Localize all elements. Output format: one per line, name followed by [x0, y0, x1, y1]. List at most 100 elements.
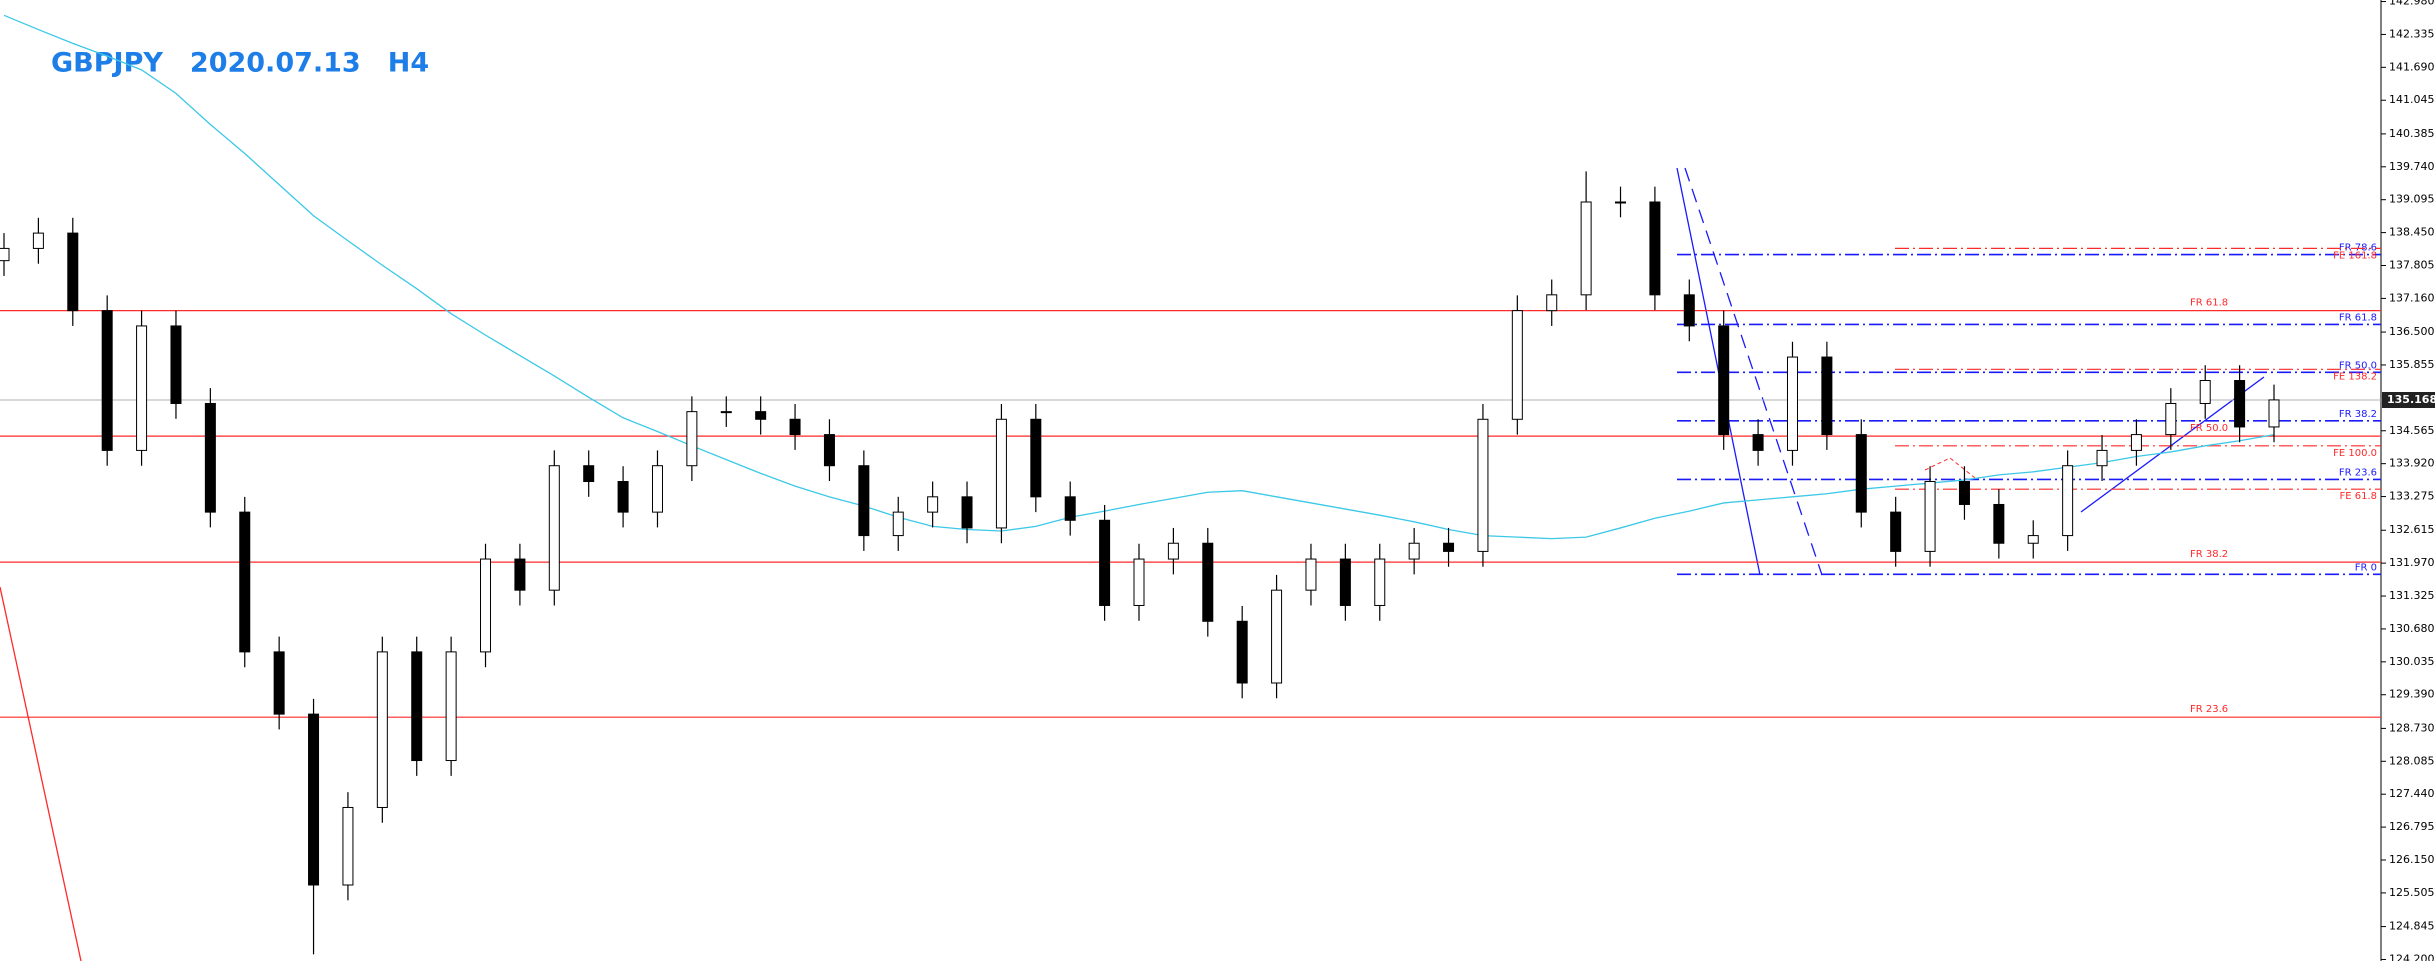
candle-body	[1477, 418, 1489, 552]
candle-body	[1546, 294, 1558, 312]
candle-body	[376, 651, 388, 808]
candle-body	[2165, 402, 2177, 436]
y-tick-label: 127.440	[2389, 787, 2435, 800]
y-tick-label: 131.970	[2389, 556, 2435, 569]
candle-body	[101, 310, 113, 451]
y-tick-label: 142.980	[2389, 0, 2435, 8]
y-tick-label: 124.200	[2389, 952, 2435, 961]
candle-body	[583, 465, 595, 483]
y-tick-label: 128.730	[2389, 721, 2435, 734]
level-label: FR 38.2	[2190, 549, 2228, 560]
candle-body	[308, 713, 320, 886]
trend-line	[0, 586, 82, 961]
level-label: FR 50.0	[2339, 360, 2377, 371]
level-label: FE 161.8	[2333, 250, 2377, 261]
y-tick-label: 126.795	[2389, 820, 2435, 833]
candle-body	[1683, 294, 1695, 327]
candle-body	[1890, 511, 1902, 552]
moving-average	[3, 14, 2275, 540]
candle-body	[1580, 201, 1592, 296]
candle-body	[1167, 542, 1179, 560]
candle-body	[1958, 481, 1970, 505]
candle-body	[1615, 201, 1627, 204]
y-tick-label: 139.095	[2389, 193, 2435, 206]
candle-body	[995, 418, 1007, 529]
candle-body	[67, 232, 79, 312]
y-tick-label: 129.390	[2389, 688, 2435, 701]
candle-body	[239, 511, 251, 653]
y-tick-label: 140.385	[2389, 127, 2435, 140]
y-tick-label: 137.160	[2389, 291, 2435, 304]
candle-body	[2268, 399, 2280, 428]
candle-body	[858, 465, 870, 537]
candle-body	[1099, 519, 1111, 606]
candle-body	[1064, 496, 1076, 521]
candle-body	[2130, 434, 2142, 451]
y-tick-label: 133.920	[2389, 457, 2435, 470]
candle-body	[1374, 558, 1386, 606]
trend-line	[1684, 167, 1823, 576]
candle-body	[1786, 356, 1798, 451]
candle-body	[892, 511, 904, 537]
level-label: FR 61.8	[2190, 298, 2228, 309]
level-label: FR 38.2	[2339, 409, 2377, 420]
level-label: FE 100.0	[2333, 448, 2377, 459]
candle-body	[0, 247, 10, 262]
pattern-mark	[1924, 457, 1976, 479]
level-label: FR 0	[2355, 562, 2377, 573]
candle-body	[755, 411, 767, 420]
candle-body	[1443, 542, 1455, 552]
candle-body	[927, 496, 939, 513]
candle-body	[170, 325, 182, 404]
candle-body	[514, 558, 526, 591]
candle-body	[1993, 503, 2005, 544]
candle-body	[2234, 380, 2246, 428]
candle-body	[1271, 589, 1283, 684]
y-tick-label: 126.150	[2389, 853, 2435, 866]
y-tick-label: 137.805	[2389, 258, 2435, 271]
candle-body	[789, 418, 801, 436]
candle-body	[1030, 418, 1042, 498]
candle-body	[1202, 542, 1214, 622]
candle-body	[1752, 434, 1764, 451]
candle-body	[32, 232, 44, 249]
candle-body	[2096, 449, 2108, 467]
candle-body	[1339, 558, 1351, 606]
level-label: FE 138.2	[2333, 371, 2377, 382]
candle-body	[1408, 542, 1420, 560]
y-tick-label: 125.505	[2389, 886, 2435, 899]
current-price-box	[2382, 392, 2435, 409]
y-tick-label: 124.845	[2389, 920, 2435, 933]
y-tick-label: 130.035	[2389, 655, 2435, 668]
y-tick-label: 132.615	[2389, 523, 2435, 536]
candle-body	[1924, 481, 1936, 552]
candle-body	[1821, 356, 1833, 436]
level-label: FR 61.8	[2339, 312, 2377, 323]
y-tick-label: 136.500	[2389, 325, 2435, 338]
y-tick-label: 139.740	[2389, 160, 2435, 173]
candle-body	[342, 806, 354, 886]
candle-body	[1649, 201, 1661, 296]
candle-body	[1718, 325, 1730, 436]
candle-body	[136, 325, 148, 451]
y-tick-label: 134.565	[2389, 424, 2435, 437]
candle-body	[204, 402, 216, 513]
level-label: FE 61.8	[2339, 491, 2377, 502]
y-tick-label: 135.855	[2389, 358, 2435, 371]
candle-body	[480, 558, 492, 653]
candle-body	[1855, 434, 1867, 513]
candle-body	[1305, 558, 1317, 591]
candle-body	[686, 411, 698, 467]
level-label: FR 23.6	[2339, 467, 2377, 478]
current-price-label: 135.168	[2387, 393, 2435, 406]
level-label: FR 23.6	[2190, 704, 2228, 715]
candle-body	[2199, 380, 2211, 404]
candle-body	[273, 651, 285, 715]
y-tick-label: 142.335	[2389, 27, 2435, 40]
candle-body	[548, 465, 560, 591]
candle-body	[1133, 558, 1145, 606]
y-tick-label: 141.690	[2389, 60, 2435, 73]
candle-body	[651, 465, 663, 513]
candle-body	[961, 496, 973, 529]
